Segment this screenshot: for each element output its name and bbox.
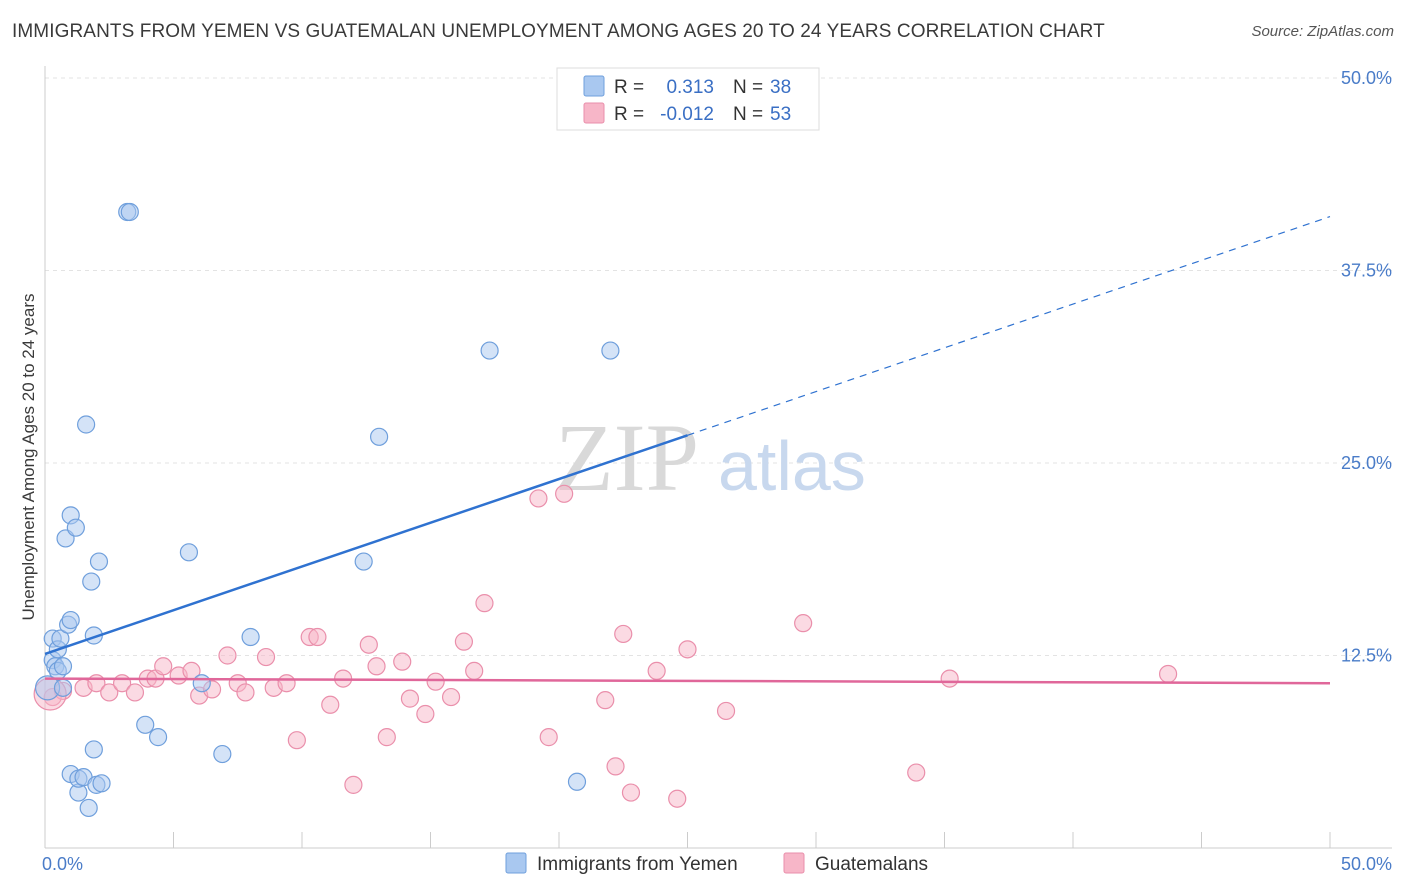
yemen-point-19	[79, 798, 98, 818]
guatemalan-point-50	[940, 669, 959, 688]
yemen-point-11	[61, 610, 80, 630]
guatemalan-point-9	[154, 657, 173, 676]
yemen-point-18	[77, 415, 96, 434]
guatemalan-point-39	[555, 484, 574, 503]
guatemalan-point-30	[400, 689, 420, 708]
yemen-trend-extension	[687, 216, 1331, 436]
yemen-point-24	[89, 552, 109, 571]
guatemalan-point-36	[475, 594, 494, 613]
series-legend-swatch-guatemalans	[783, 852, 805, 874]
guatemalan-trend-line	[44, 677, 1331, 685]
legend-r-label-1: R =	[614, 77, 644, 98]
series-legend-label-yemen: Immigrants from Yemen	[537, 854, 738, 875]
guatemalan-point-28	[377, 728, 396, 747]
legend-r-value-2: -0.012	[660, 104, 714, 125]
yemen-point-29	[148, 728, 168, 747]
legend-r-value-1: 0.313	[666, 77, 714, 98]
x-tick-label-0: 0.0%	[42, 854, 83, 874]
guatemalan-point-48	[794, 614, 813, 633]
axes	[44, 66, 1392, 849]
yemen-point-37	[567, 772, 587, 791]
y-tick-label-0: 12.5%	[1341, 646, 1392, 666]
guatemalan-point-38	[539, 728, 558, 747]
x-tick-labels: 0.0% 50.0%	[42, 854, 1392, 874]
x-tick-label-1: 50.0%	[1341, 854, 1392, 874]
guatemalan-point-25	[344, 775, 363, 794]
series-legend-swatch-yemen	[505, 852, 527, 874]
series-legend-label-guatemalans: Guatemalans	[815, 854, 928, 875]
guatemalan-point-14	[218, 646, 237, 665]
yemen-point-34	[354, 552, 373, 571]
series-legend: Immigrants from Yemen Guatemalans	[505, 852, 928, 875]
yemen-point-14	[66, 518, 85, 537]
yemen-point-33	[241, 627, 260, 647]
y-axis-label: Unemployment Among Ages 20 to 24 years	[19, 294, 38, 621]
yemen-point-8	[53, 678, 73, 697]
chart-title: IMMIGRANTS FROM YEMEN VS GUATEMALAN UNEM…	[12, 21, 1105, 42]
legend-swatch-guatemalans	[583, 102, 605, 124]
grid-lines	[45, 77, 1392, 656]
guatemalan-point-43	[621, 783, 641, 802]
yemen-point-7	[53, 657, 73, 676]
guatemalan-point-22	[308, 627, 327, 647]
watermark-zip: ZIP	[555, 404, 699, 511]
legend-swatch-yemen	[583, 75, 605, 97]
guatemalan-point-20	[287, 731, 306, 750]
guatemalan-point-32	[426, 672, 445, 691]
yemen-point-28	[136, 715, 155, 734]
guatemalan-point-47	[716, 701, 736, 721]
yemen-point-31	[192, 674, 211, 693]
y-tick-label-3: 50.0%	[1341, 68, 1392, 88]
yemen-point-35	[370, 427, 389, 446]
y-tick-label-1: 25.0%	[1341, 453, 1392, 473]
legend: R = 0.313 N = 38 R = -0.012 N = 53	[556, 67, 820, 131]
guatemalan-point-46	[678, 640, 697, 659]
guatemalan-point-17	[256, 647, 276, 667]
guatemalan-point-40	[596, 691, 615, 710]
guatemalan-point-4	[100, 683, 119, 702]
guatemalan-point-35	[465, 661, 484, 681]
guatemalan-point-34	[454, 632, 474, 651]
guatemalan-point-6	[125, 683, 145, 702]
trend-lines	[44, 216, 1331, 685]
guatemalan-point-37	[529, 489, 548, 508]
guatemalan-point-23	[321, 695, 340, 714]
guatemalan-point-42	[614, 624, 633, 644]
guatemalan-point-49	[907, 763, 926, 782]
guatemalan-point-27	[367, 657, 386, 676]
yemen-point-6	[51, 629, 70, 648]
yemen-point-32	[213, 744, 232, 764]
data-points	[33, 202, 1178, 818]
yemen-point-22	[84, 740, 103, 759]
y-tick-labels: 12.5% 25.0% 37.5% 50.0%	[1341, 68, 1392, 666]
legend-r-label-2: R =	[614, 104, 644, 125]
legend-n-label-2: N =	[733, 104, 763, 125]
guatemalan-point-31	[416, 704, 435, 724]
y-tick-label-2: 37.5%	[1341, 261, 1392, 281]
guatemalan-point-33	[441, 687, 461, 707]
yemen-point-38	[601, 341, 620, 360]
guatemalan-point-44	[647, 661, 666, 681]
yemen-point-36	[480, 341, 499, 360]
guatemalan-point-26	[359, 635, 378, 654]
yemen-trend-line	[44, 434, 688, 656]
watermark: ZIP atlas	[555, 404, 866, 511]
guatemalan-point-16	[236, 683, 255, 702]
guatemalan-point-45	[668, 789, 687, 808]
watermark-atlas: atlas	[718, 427, 866, 505]
guatemalan-point-19	[277, 674, 296, 693]
legend-n-value-1: 38	[770, 77, 791, 98]
legend-n-value-2: 53	[770, 104, 791, 125]
guatemalan-point-29	[393, 652, 412, 671]
legend-n-label-1: N =	[733, 77, 763, 98]
yemen-point-20	[82, 572, 101, 591]
guatemalan-point-41	[606, 757, 625, 776]
source-label: Source: ZipAtlas.com	[1251, 23, 1394, 40]
yemen-point-25	[92, 774, 111, 793]
yemen-point-30	[179, 543, 199, 562]
yemen-point-27	[120, 202, 139, 222]
guatemalan-point-51	[1158, 664, 1178, 684]
